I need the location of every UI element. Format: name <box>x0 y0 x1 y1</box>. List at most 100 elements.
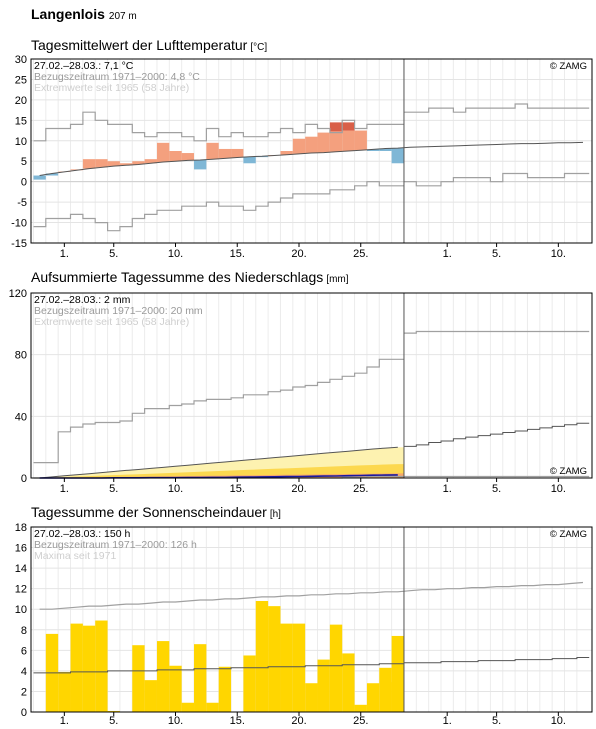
x-tick-label: 5. <box>109 715 118 727</box>
temperature-bar-far-above <box>342 122 355 131</box>
y-tick-label: 120 <box>9 288 27 300</box>
temperature-bar-below <box>243 156 256 164</box>
y-tick-label: 15 <box>15 115 27 127</box>
sunshine-bar <box>218 666 232 712</box>
temperature-bar-above <box>144 159 157 164</box>
temperature-bars <box>33 122 404 180</box>
station-title: Langenlois 207 m <box>31 6 137 22</box>
sunshine-bar <box>342 653 355 712</box>
info-line-3: Extremwerte seit 1965 (58 Jahre) <box>34 82 189 94</box>
x-tick-label: 20. <box>291 483 306 495</box>
temperature-bar-below <box>194 159 207 170</box>
y-tick-label: 10 <box>15 604 27 616</box>
y-tick-label: 16 <box>15 543 27 555</box>
x-tick-label: 20. <box>291 715 306 727</box>
temperature-bar-above <box>329 131 343 152</box>
y-tick-label: 0 <box>21 473 27 485</box>
info-line-1: 27.02.–28.03.: 150 h <box>34 528 130 540</box>
x-tick-label: 1. <box>443 715 452 727</box>
temperature-bar-above <box>206 142 219 160</box>
temperature-bar-above <box>305 136 318 154</box>
sunshine-bar <box>280 623 293 712</box>
x-tick-label: 10. <box>551 248 566 260</box>
temperature-bar-above <box>354 130 367 151</box>
temperature-bar-below <box>379 148 392 151</box>
sunshine-bar <box>268 606 281 712</box>
temperature-bar-above <box>95 159 108 168</box>
climate-mean-line <box>39 141 584 176</box>
future-max-line <box>404 330 590 334</box>
sunshine-bar <box>255 601 269 712</box>
sunshine-bar <box>144 680 157 712</box>
temperature-bar-above <box>280 151 293 155</box>
temperature-bar-above <box>292 138 306 154</box>
sunshine-bar <box>329 624 343 712</box>
x-tick-label: 25. <box>353 248 368 260</box>
info-line-3: Maxima seit 1971 <box>34 550 116 562</box>
y-tick-label: 2 <box>21 686 27 698</box>
station-name: Langenlois <box>31 6 105 22</box>
copyright-label: © ZAMG <box>550 529 587 540</box>
x-tick-label: 10. <box>168 483 183 495</box>
y-tick-label: 14 <box>15 563 27 575</box>
precipitation-title-text: Aufsummierte Tagessumme des Niederschlag… <box>31 269 324 285</box>
sunshine-bar <box>305 683 318 712</box>
sunshine-bar <box>379 667 392 712</box>
y-tick-label: 25 <box>15 74 27 86</box>
x-tick-label: 5. <box>492 483 501 495</box>
temperature-bar-below <box>33 175 46 180</box>
x-tick-label: 5. <box>109 248 118 260</box>
sunshine-bar <box>82 625 96 712</box>
y-tick-label: 12 <box>15 584 27 596</box>
future-max-line <box>404 103 590 113</box>
y-tick-label: 0 <box>21 177 27 189</box>
info-line-2: Bezugszeitraum 1971–2000: 20 mm <box>34 305 203 317</box>
y-tick-label: 5 <box>21 156 27 168</box>
temperature-bar-above <box>218 148 232 159</box>
x-tick-label: 1. <box>443 248 452 260</box>
y-tick-label: 6 <box>21 645 27 657</box>
x-tick-label: 25. <box>353 483 368 495</box>
x-tick-label: 5. <box>492 248 501 260</box>
sunshine-bar <box>206 702 219 712</box>
temperature-bar-above <box>119 163 133 166</box>
x-tick-label: 1. <box>60 483 69 495</box>
max-extreme-line <box>33 358 404 464</box>
temperature-bar-above <box>132 161 145 165</box>
sunshine-bar <box>292 623 306 712</box>
y-tick-label: 18 <box>15 522 27 534</box>
future-min-line <box>404 172 590 187</box>
sunshine-chart-title: Tagessumme der Sonnenscheindauer [h] <box>31 504 281 520</box>
maxima-line <box>39 581 584 610</box>
y-tick-label: 10 <box>15 136 27 148</box>
temperature-bar-above <box>156 142 170 163</box>
y-tick-label: 0 <box>21 707 27 719</box>
plot-frame <box>30 58 593 244</box>
copyright-label: © ZAMG <box>550 466 587 477</box>
y-tick-label: 30 <box>15 54 27 66</box>
sunshine-unit: [h] <box>269 509 281 520</box>
temperature-bar-above <box>181 153 195 161</box>
temperature-bar-above <box>82 159 96 169</box>
sunshine-bar <box>181 702 195 712</box>
sunshine-bar <box>354 704 367 712</box>
sunshine-bar <box>169 665 182 712</box>
info-line-2: Bezugszeitraum 1971–2000: 126 h <box>34 539 197 551</box>
sunshine-bar <box>366 683 380 712</box>
y-tick-label: 40 <box>15 411 27 423</box>
sunshine-title-text: Tagessumme der Sonnenscheindauer <box>31 504 267 520</box>
sunshine-bar <box>194 644 207 712</box>
sunshine-bar <box>107 710 120 712</box>
gridlines <box>31 292 592 479</box>
temperature-bar-above <box>107 161 120 167</box>
precipitation-chart-title: Aufsummierte Tagessumme des Niederschlag… <box>31 269 349 285</box>
plot-frame <box>30 292 593 479</box>
x-tick-label: 15. <box>230 715 245 727</box>
x-tick-label: 25. <box>353 715 368 727</box>
y-tick-label: -5 <box>17 197 27 209</box>
info-line-1: 27.02.–28.03.: 2 mm <box>34 294 131 306</box>
temperature-chart-title: Tagesmittelwert der Lufttemperatur [°C] <box>31 37 267 53</box>
y-tick-label: 20 <box>15 95 27 107</box>
y-tick-label: 8 <box>21 625 27 637</box>
